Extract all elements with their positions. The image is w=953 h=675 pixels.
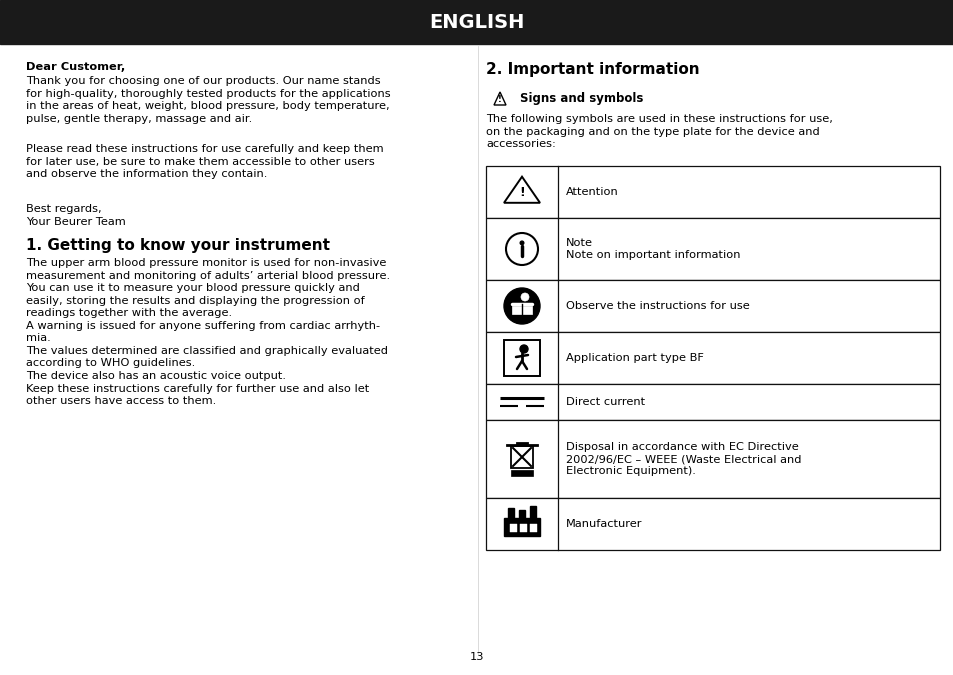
Text: 2. Important information: 2. Important information — [485, 62, 699, 77]
Text: ENGLISH: ENGLISH — [429, 13, 524, 32]
Circle shape — [520, 293, 529, 301]
Text: The following symbols are used in these instructions for use,
on the packaging a: The following symbols are used in these … — [485, 114, 832, 149]
Text: Note
Note on important information: Note Note on important information — [565, 238, 740, 260]
Bar — [485, 420, 939, 498]
Bar — [518, 510, 524, 518]
Bar — [511, 446, 533, 468]
Text: Direct current: Direct current — [565, 397, 644, 407]
Bar — [485, 332, 939, 384]
Bar — [503, 518, 539, 536]
Bar — [485, 384, 939, 420]
Text: Application part type BF: Application part type BF — [565, 353, 703, 363]
Circle shape — [519, 241, 523, 245]
Text: !: ! — [518, 186, 524, 199]
Bar — [485, 218, 939, 280]
Text: Disposal in accordance with EC Directive
2002/96/EC – WEEE (Waste Electrical and: Disposal in accordance with EC Directive… — [565, 441, 801, 477]
Circle shape — [503, 288, 539, 324]
Text: 1. Getting to know your instrument: 1. Getting to know your instrument — [26, 238, 330, 253]
Bar — [530, 524, 537, 532]
Bar — [485, 498, 939, 550]
Bar — [530, 506, 536, 518]
Text: !: ! — [497, 95, 501, 105]
Bar — [485, 166, 939, 218]
Text: Signs and symbols: Signs and symbols — [519, 92, 642, 105]
Bar — [0, 0, 953, 44]
Bar — [519, 524, 526, 532]
Text: The upper arm blood pressure monitor is used for non-invasive
measurement and mo: The upper arm blood pressure monitor is … — [26, 258, 390, 406]
Bar — [485, 280, 939, 332]
Text: Observe the instructions for use: Observe the instructions for use — [565, 301, 749, 311]
Text: Dear Customer,: Dear Customer, — [26, 62, 125, 72]
Circle shape — [519, 345, 527, 353]
Text: Best regards,
Your Beurer Team: Best regards, Your Beurer Team — [26, 204, 126, 227]
Text: Attention: Attention — [565, 187, 618, 197]
Bar — [510, 524, 517, 532]
Text: 13: 13 — [469, 652, 484, 662]
Bar — [512, 306, 532, 314]
Text: Manufacturer: Manufacturer — [565, 519, 641, 529]
Bar — [511, 470, 533, 476]
Bar — [503, 340, 539, 376]
Bar — [507, 508, 514, 518]
Text: Please read these instructions for use carefully and keep them
for later use, be: Please read these instructions for use c… — [26, 144, 383, 179]
Text: Thank you for choosing one of our products. Our name stands
for high-quality, th: Thank you for choosing one of our produc… — [26, 76, 390, 124]
